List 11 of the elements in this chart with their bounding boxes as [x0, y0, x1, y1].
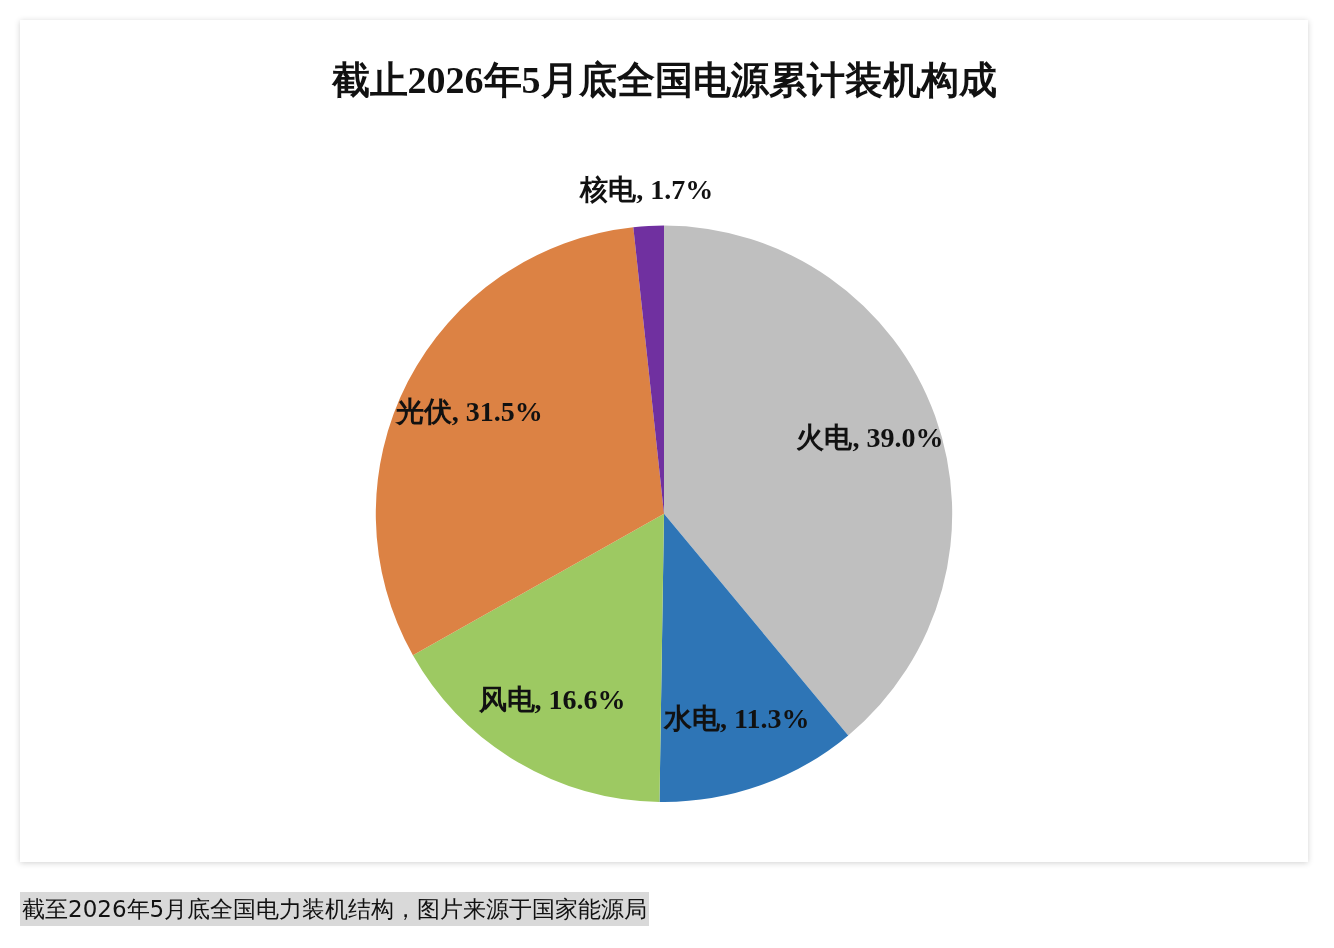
data-label: , 39.0% — [852, 421, 944, 453]
data-label: , 31.5% — [451, 395, 543, 427]
data-label: , 1.7% — [636, 174, 714, 206]
data-label: , 11.3% — [720, 702, 810, 734]
slice-label: 水电 — [663, 702, 722, 734]
slice-label: 光伏 — [393, 395, 453, 427]
text: 截至2026年5月底全国电力装机结构，图片来源于国家能源局 — [20, 892, 650, 926]
slice-label: 风电 — [477, 684, 536, 716]
chart-title: 截止2026年5月底全国电源累计装机构成 — [330, 58, 997, 101]
slice-label: 核电 — [579, 174, 638, 206]
data-label: , 16.6% — [534, 684, 626, 716]
